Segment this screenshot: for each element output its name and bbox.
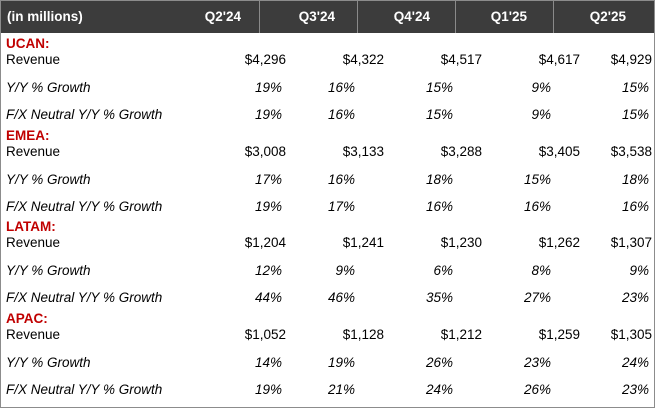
cell-value: $4,517	[440, 52, 482, 67]
cell-value: $1,307	[610, 235, 652, 250]
cell-value: $4,929	[610, 52, 652, 67]
cell-value: 23%	[621, 381, 649, 397]
cell-value: 15%	[523, 171, 551, 187]
cell-value: 19%	[254, 107, 282, 122]
cell-value: 24%	[425, 381, 453, 397]
cell-value: 14%	[254, 354, 282, 370]
cell-value: 23%	[523, 354, 551, 370]
cell-value: 16%	[327, 107, 355, 122]
header-separator	[455, 1, 456, 33]
cell-value: 15%	[425, 107, 453, 122]
row-label: F/X Neutral Y/Y % Growth	[6, 381, 163, 397]
cell-value: 19%	[327, 354, 355, 370]
section-name: EMEA:	[6, 127, 50, 143]
cell-value: 18%	[621, 171, 649, 187]
cell-value: 27%	[523, 290, 551, 305]
cell-value: $1,230	[440, 235, 482, 250]
row-label: Revenue	[6, 143, 61, 159]
cell-value: 46%	[327, 290, 355, 305]
header-label: (in millions)	[7, 9, 83, 24]
cell-value: $1,212	[440, 326, 482, 342]
cell-value: 17%	[327, 198, 355, 214]
cell-value: 17%	[254, 171, 282, 187]
cell-value: 16%	[327, 171, 355, 187]
cell-value: $1,128	[342, 326, 384, 342]
cell-value: 9%	[531, 107, 551, 122]
cell-value: $4,322	[342, 52, 384, 67]
header-separator	[357, 1, 358, 33]
cell-value: 18%	[425, 171, 453, 187]
cell-value: 16%	[425, 198, 453, 214]
column-header: Q1'25	[490, 9, 527, 24]
row-label: Y/Y % Growth	[6, 263, 91, 278]
cell-value: 9%	[531, 80, 551, 95]
header-separator	[553, 1, 554, 33]
column-header: Q4'24	[393, 9, 430, 24]
cell-value: 6%	[433, 263, 453, 278]
row-label: Y/Y % Growth	[6, 80, 91, 95]
cell-value: $1,305	[610, 326, 652, 342]
cell-value: 21%	[327, 381, 355, 397]
cell-value: $1,262	[538, 235, 580, 250]
row-label: F/X Neutral Y/Y % Growth	[6, 290, 163, 305]
cell-value: 9%	[335, 263, 355, 278]
cell-value: 19%	[254, 381, 282, 397]
cell-value: $3,405	[538, 143, 580, 159]
cell-value: $4,296	[244, 52, 286, 67]
cell-value: 44%	[254, 290, 282, 305]
cell-value: $4,617	[538, 52, 580, 67]
row-label: F/X Neutral Y/Y % Growth	[6, 107, 163, 122]
cell-value: $3,008	[244, 143, 286, 159]
row-label: Revenue	[6, 326, 61, 342]
column-header: Q2'25	[589, 9, 626, 24]
cell-value: 19%	[254, 198, 282, 214]
column-header: Q3'24	[298, 9, 335, 24]
section-name: UCAN:	[6, 36, 50, 51]
row-label: F/X Neutral Y/Y % Growth	[6, 198, 163, 214]
cell-value: $1,259	[538, 326, 580, 342]
cell-value: 16%	[621, 198, 649, 214]
row-label: Y/Y % Growth	[6, 354, 91, 370]
row-label: Revenue	[6, 52, 61, 67]
cell-value: $3,288	[440, 143, 482, 159]
cell-value: 26%	[425, 354, 453, 370]
cell-value: 16%	[523, 198, 551, 214]
cell-value: $3,538	[610, 143, 652, 159]
cell-value: 19%	[254, 80, 282, 95]
cell-value: 9%	[629, 263, 649, 278]
header-separator	[259, 1, 260, 33]
cell-value: 12%	[254, 263, 282, 278]
cell-value: 8%	[531, 263, 551, 278]
cell-value: 15%	[621, 80, 649, 95]
cell-value: 15%	[621, 107, 649, 122]
cell-value: 23%	[621, 290, 649, 305]
cell-value: 26%	[523, 381, 551, 397]
header-bar	[1, 1, 654, 33]
cell-value: $3,133	[342, 143, 384, 159]
cell-value: 35%	[425, 290, 453, 305]
section-name: LATAM:	[6, 219, 56, 234]
cell-value: 24%	[621, 354, 649, 370]
column-header: Q2'24	[204, 9, 241, 24]
cell-value: $1,052	[244, 326, 286, 342]
cell-value: 16%	[327, 80, 355, 95]
section-name: APAC:	[6, 310, 48, 326]
cell-value: $1,241	[342, 235, 384, 250]
row-label: Revenue	[6, 235, 61, 250]
cell-value: $1,204	[244, 235, 286, 250]
row-label: Y/Y % Growth	[6, 171, 91, 187]
cell-value: 15%	[425, 80, 453, 95]
